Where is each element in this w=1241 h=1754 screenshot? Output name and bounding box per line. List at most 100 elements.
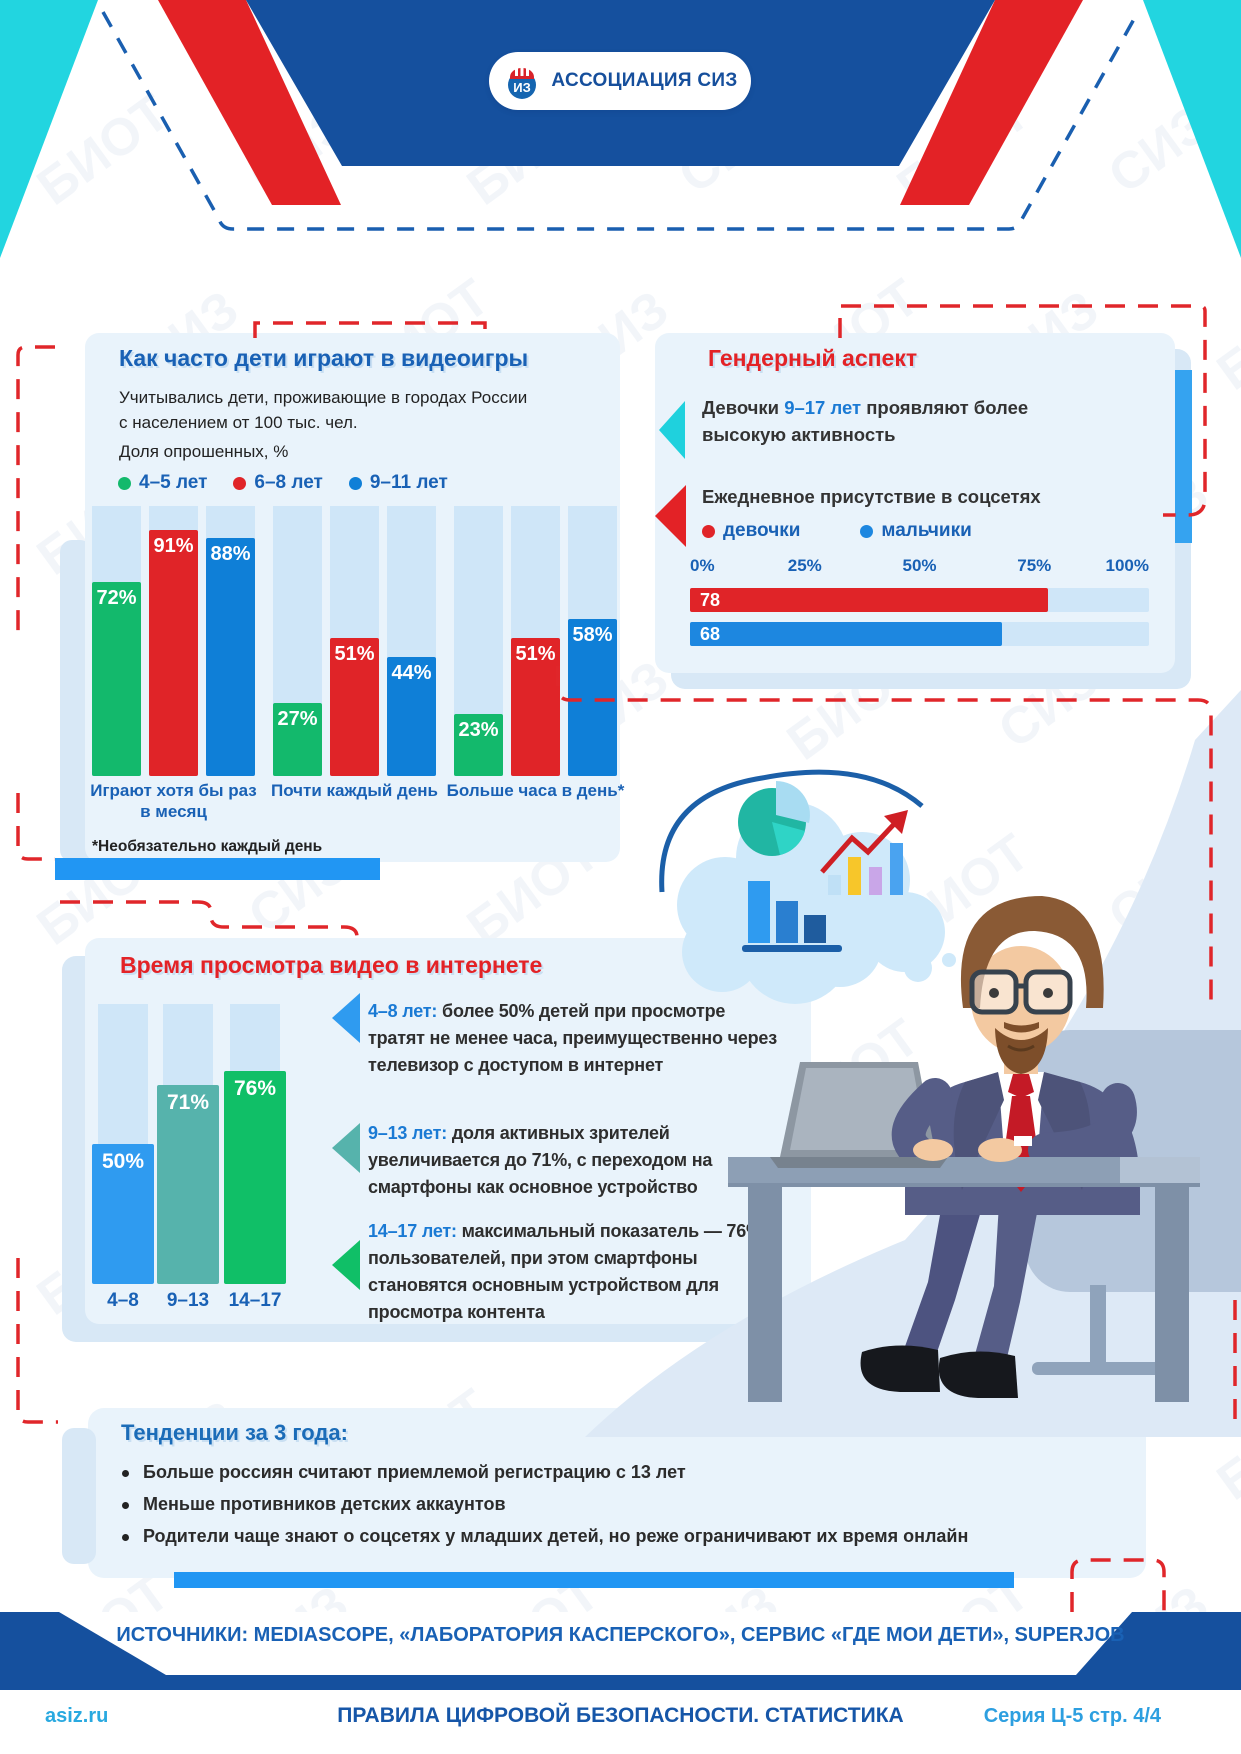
category-label: Почти каждый день [270,781,438,800]
man-hand-left [913,1139,953,1161]
bar-0-1: 27% [273,703,322,776]
videogames-footnote: *Необязательно каждый день [92,838,323,855]
legend-dot-icon [233,476,247,490]
thought-bubble-small [942,953,956,967]
rising-bar-chart-icon [820,810,908,895]
header-red-stripe-left [158,0,341,205]
bar-value-label: 50% [101,1150,145,1173]
legend-dot-icon [702,524,715,538]
man-shoe-right [938,1351,1018,1398]
pie-chart-icon [738,781,810,856]
bar-value-label: 91% [153,535,194,558]
watermark-text: БИОТ [1206,1378,1241,1512]
man-lapel-left [953,1072,1004,1190]
gender-bar-мальчики: 68 [690,622,1003,646]
legend-dot-icon [118,476,131,490]
watermark-text: БИОТ [886,823,1040,957]
man-tie-knot [1008,1074,1034,1098]
watermark-text: СИЗ [1098,834,1220,946]
videogames-chart: 72% 27% 23% 91% 51% 51% 88% 44% 58% [92,506,622,776]
desk-top-right [1120,1157,1200,1187]
header-red-stripe-right [900,0,1083,205]
bar-age-14–17: 76% [224,1071,286,1284]
legend-item: мальчики [860,520,972,542]
legend-item: девочки [702,520,800,542]
gender-point-1: Девочки 9–17 лет проявляют более высокую… [702,397,1029,445]
bar-value-label: 51% [334,643,375,666]
gender-bar-value: 68 [700,624,721,644]
watermark-text: БИОТ [886,1193,1040,1327]
gender-bar-track: 68 [690,622,1149,646]
bar-value-label: 72% [96,586,137,609]
bar-value-label: 88% [210,543,251,566]
man-arm-right [1028,1083,1137,1167]
bar-1-2: 51% [511,638,560,776]
bar-value-label: 44% [391,662,432,685]
legend-label: 4–5 лет [139,472,208,493]
chair-back [1025,1030,1241,1292]
site-link[interactable]: asiz.ru [45,1705,109,1727]
watermark-text: СИЗ [238,94,360,206]
trends-panel: Тенденции за 3 года: [88,1408,1146,1578]
desk-leg-right [1155,1187,1189,1402]
axis-tick-label: 0% [690,556,715,575]
cyan-arrow-icon [659,401,685,459]
category-label: Играют хотя бы раз в месяц [90,781,257,821]
watermark-text: БИОТ [1206,1008,1241,1142]
bar-value-label: 27% [277,708,318,731]
dashed-left-upper [16,345,55,640]
legend-label: девочки [723,520,801,541]
legend-label: 6–8 лет [254,472,323,493]
watermark-text: БИОТ [1206,268,1241,402]
watermark-text: СИЗ [668,94,790,206]
bar-2-1: 44% [387,657,436,776]
trends-panel-shadow [62,1428,96,1564]
dashed-left-lower [16,1258,58,1424]
header-cyan-right [1143,0,1241,258]
man-mouth [1007,1044,1035,1052]
videogames-legend: 4–5 лет 6–8 лет 9–11 лет [118,472,448,494]
growth-arrow-icon [820,820,898,874]
man-hair [960,896,1104,1008]
legend-dot-icon [348,476,362,490]
bar-value-label: 76% [233,1077,277,1101]
video-title: Время просмотра видео в интернете [120,952,543,978]
gender-bar-track: 78 [690,588,1149,612]
chair-post [1090,1285,1106,1367]
watermark-text: БИОТ [1206,638,1241,772]
man-shoe-left [860,1345,940,1392]
bar-value-label: 58% [572,624,613,647]
svg-text:ИЗ: ИЗ [514,80,532,95]
man-suit [905,1072,1140,1215]
watermark-text: СИЗ [1098,94,1220,206]
man-leg-right [974,1187,1042,1362]
axis-tick-label: 50% [902,556,937,575]
gender-ticks: 0% 25% 50% 75% 100% [690,556,1149,578]
gender-legend: девочки мальчики [702,520,972,542]
bar-2-2: 58% [568,619,617,776]
man-hand-right [978,1138,1022,1162]
gender-bar-value: 78 [700,590,721,610]
asiz-logo-icon: ИЗ [508,66,537,99]
man-neck [1004,1042,1038,1074]
legend-label: 9–11 лет [369,472,448,493]
watermark-text: БИОТ [886,83,1040,217]
trends-title: Тенденции за 3 года: [121,1420,348,1445]
category-label: Больше часа в день* [446,781,625,800]
gender-bars: 78 68 [690,588,1149,652]
videogames-title: Как часто дети играют в видеоигры [119,345,529,371]
legend-label: мальчики [881,520,972,541]
man-glasses-icon [969,969,1073,1015]
axis-tick-label: 75% [1017,556,1052,575]
bar-2-0: 88% [206,538,255,776]
series-label: Серия Ц-5 стр. 4/4 [983,1705,1161,1727]
legend-item: 4–5 лет [118,472,207,494]
bar-value-label: 23% [458,718,499,741]
red-arrow-icon [655,485,686,547]
age-label: 4–8 [107,1290,139,1311]
header-cyan-left [0,0,98,258]
legend-dot-icon [860,524,874,538]
man-lapel-right [1038,1072,1091,1190]
watermark-text: СИЗ [988,1019,1110,1131]
